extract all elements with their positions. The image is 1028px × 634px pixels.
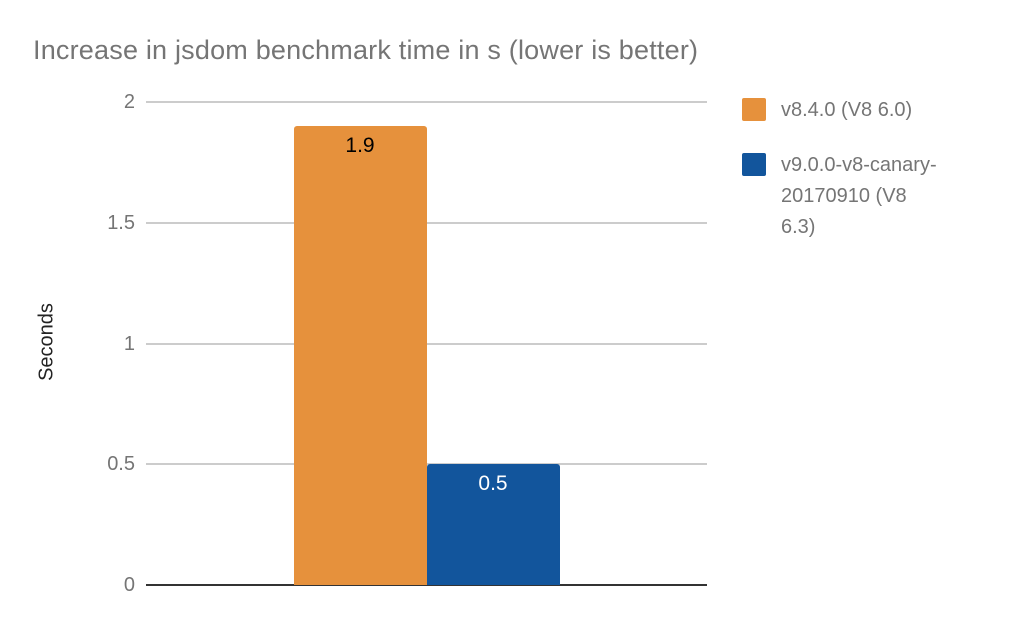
y-tick-label: 1	[123, 332, 135, 355]
y-tick-label: 0	[123, 574, 135, 596]
legend-label: v9.0.0-v8-canary- 20170910 (V8 6.3)	[781, 154, 937, 238]
legend-swatch-orange	[742, 98, 766, 121]
bar-value-label: 1.9	[345, 134, 375, 158]
y-tick-label: 0.5	[107, 453, 135, 476]
legend-label: v8.4.0 (V8 6.0)	[781, 99, 913, 121]
plot-area: 1.9 0.5	[146, 101, 707, 586]
y-axis-tick-labels: 0 0.5 1 1.5 2	[0, 91, 135, 596]
bar-series-0: 1.9	[293, 126, 427, 585]
y-tick-label: 2	[123, 91, 135, 113]
x-axis-baseline	[146, 584, 707, 586]
bar-series-1: 0.5	[426, 464, 560, 585]
gridline	[146, 101, 707, 103]
gridline	[146, 342, 707, 345]
gridline	[146, 463, 707, 466]
legend-swatch-blue	[742, 153, 766, 176]
legend-item-v840: v8.4.0 (V8 6.0)	[742, 95, 977, 126]
chart-title: Increase in jsdom benchmark time in s (l…	[33, 35, 699, 65]
y-tick-label: 1.5	[107, 211, 135, 234]
bar-value-label: 0.5	[478, 472, 508, 496]
gridline	[146, 221, 707, 224]
legend: v8.4.0 (V8 6.0) v9.0.0-v8-canary- 201709…	[742, 95, 977, 267]
legend-item-v900-canary: v9.0.0-v8-canary- 20170910 (V8 6.3)	[742, 150, 977, 243]
